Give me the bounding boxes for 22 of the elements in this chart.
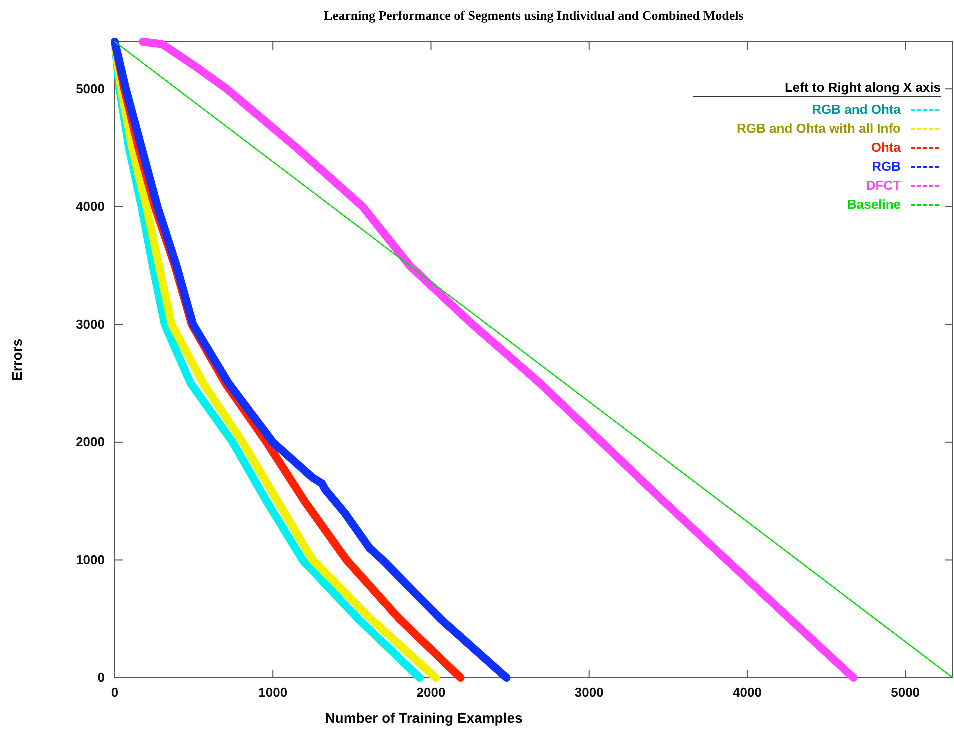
x-tick-label: 3000: [574, 685, 604, 700]
chart-title: Learning Performance of Segments using Individual and Combined Models: [324, 8, 744, 23]
x-tick-label: 1000: [258, 685, 288, 700]
legend-label: Ohta: [871, 140, 902, 155]
x-axis-title: Number of Training Examples: [325, 710, 524, 726]
x-tick-label: 5000: [891, 685, 920, 700]
legend-label: DFCT: [866, 178, 902, 193]
y-axis-title: Errors: [9, 338, 25, 382]
y-tick-label: 0: [98, 670, 105, 686]
x-tick-label: 0: [111, 685, 119, 700]
x-tick-label: 4000: [732, 685, 762, 700]
y-tick-label: 4000: [76, 199, 105, 214]
y-tick-label: 3000: [76, 316, 105, 332]
legend-label: RGB and Ohta with all Info: [737, 121, 902, 136]
legend-label: Baseline: [848, 197, 901, 212]
y-tick-label: 5000: [76, 81, 105, 96]
x-tick-label: 2000: [416, 685, 446, 700]
legend-title: Left to Right along X axis: [784, 80, 941, 95]
legend-label: RGB and Ohta: [812, 102, 902, 117]
y-tick-label: 2000: [76, 434, 105, 450]
legend-label: RGB: [872, 159, 901, 174]
y-tick-label: 1000: [76, 552, 105, 568]
